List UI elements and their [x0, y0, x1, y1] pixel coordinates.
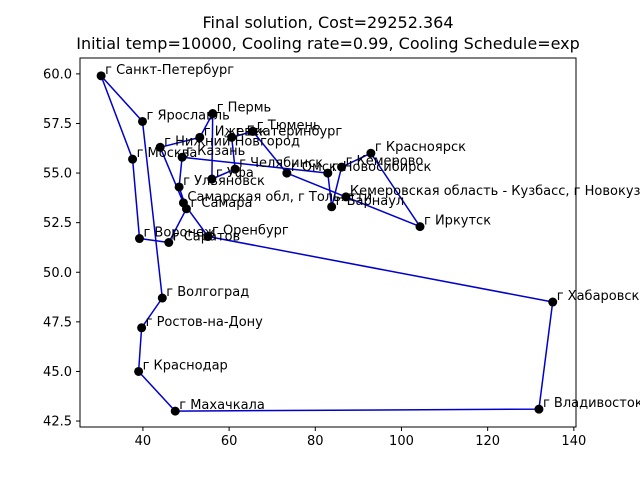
- city-point: [174, 182, 184, 192]
- city-label: г Уфа: [216, 166, 254, 181]
- city-point: [128, 154, 138, 164]
- city-label: г Омск: [291, 160, 337, 175]
- city-point: [227, 132, 237, 142]
- city-label: г Тюмень: [257, 118, 321, 133]
- city-point: [177, 152, 187, 162]
- city-point: [282, 168, 292, 178]
- city-point: [181, 204, 191, 214]
- city-label: г Санкт-Петербург: [105, 63, 234, 78]
- city-point: [170, 406, 180, 416]
- city-label: г Волгоград: [166, 285, 249, 300]
- city-label: г Екатеринбург: [236, 124, 343, 139]
- city-point: [337, 162, 347, 172]
- y-tick-label: 47.5: [43, 315, 72, 330]
- x-tick-label: 120: [475, 434, 500, 449]
- city-point: [323, 168, 333, 178]
- city-point: [341, 192, 351, 202]
- x-tick-label: 80: [307, 434, 324, 449]
- city-point: [366, 148, 376, 158]
- city-label: Самарская обл, г Тольятти: [187, 190, 372, 205]
- city-label: г Пермь: [217, 101, 271, 116]
- city-label: г Ижевск: [204, 124, 267, 139]
- city-point: [208, 109, 218, 119]
- city-label: г Краснодар: [143, 358, 228, 373]
- city-label: г Махачкала: [179, 398, 265, 413]
- city-label: г Москва: [137, 146, 198, 161]
- city-label: г Самара: [190, 196, 252, 211]
- y-tick-label: 50.0: [43, 266, 72, 281]
- city-point: [137, 323, 147, 333]
- y-tick-label: 42.5: [43, 415, 72, 430]
- city-label: г Владивосток: [543, 396, 640, 411]
- city-label: г Красноярск: [375, 140, 466, 155]
- city-label: г Барнаул: [336, 194, 405, 209]
- city-point: [327, 202, 337, 212]
- points-layer: [96, 71, 558, 416]
- city-label: г Ростов-на-Дону: [146, 315, 264, 330]
- city-label: Кемеровская область - Кузбасс, г Новокуз…: [350, 184, 640, 199]
- x-tick-label: 60: [221, 434, 238, 449]
- city-point: [195, 132, 205, 142]
- city-label: г Иркутск: [424, 214, 491, 229]
- chart-subtitle: Initial temp=10000, Cooling rate=0.99, C…: [76, 34, 580, 53]
- city-label: г Новосибирск: [332, 160, 432, 175]
- city-label: г Ульяновск: [183, 174, 265, 189]
- y-axis: 42.5 45.0 47.5 50.0 52.5 55.0 57.5 60.0: [43, 67, 80, 430]
- city-point: [534, 404, 544, 414]
- city-point: [548, 297, 558, 307]
- x-axis: 40 60 80 100 120 140: [135, 427, 586, 449]
- city-point: [415, 222, 425, 232]
- city-point: [134, 366, 144, 376]
- city-point: [155, 142, 165, 152]
- city-label: г Челябинск: [239, 156, 323, 171]
- city-label: г Ярославль: [146, 108, 229, 123]
- y-tick-label: 45.0: [43, 365, 72, 380]
- city-point: [137, 116, 147, 126]
- city-point: [203, 232, 213, 242]
- city-point: [207, 174, 217, 184]
- city-label: г Оренбург: [212, 224, 289, 239]
- city-label: г Кемерово: [346, 154, 424, 169]
- y-tick-label: 55.0: [43, 167, 72, 182]
- city-label: г Воронеж: [143, 226, 216, 241]
- y-tick-label: 60.0: [43, 67, 72, 82]
- y-tick-label: 57.5: [43, 117, 72, 132]
- x-tick-label: 40: [135, 434, 152, 449]
- city-label: г Саратов: [173, 230, 240, 245]
- x-tick-label: 100: [389, 434, 414, 449]
- city-point: [164, 238, 174, 247]
- city-label: г Хабаровск: [557, 289, 640, 304]
- x-tick-label: 140: [561, 434, 586, 449]
- city-point: [248, 126, 258, 136]
- city-point: [230, 164, 240, 174]
- city-label: г Казань: [186, 144, 245, 159]
- y-tick-label: 52.5: [43, 216, 72, 231]
- chart-title: Final solution, Cost=29252.364: [203, 13, 454, 32]
- city-point: [96, 71, 106, 81]
- plot-frame: [79, 57, 577, 428]
- city-point: [134, 234, 144, 244]
- city-point: [157, 293, 167, 303]
- city-label: г Нижний Новгород: [164, 134, 300, 149]
